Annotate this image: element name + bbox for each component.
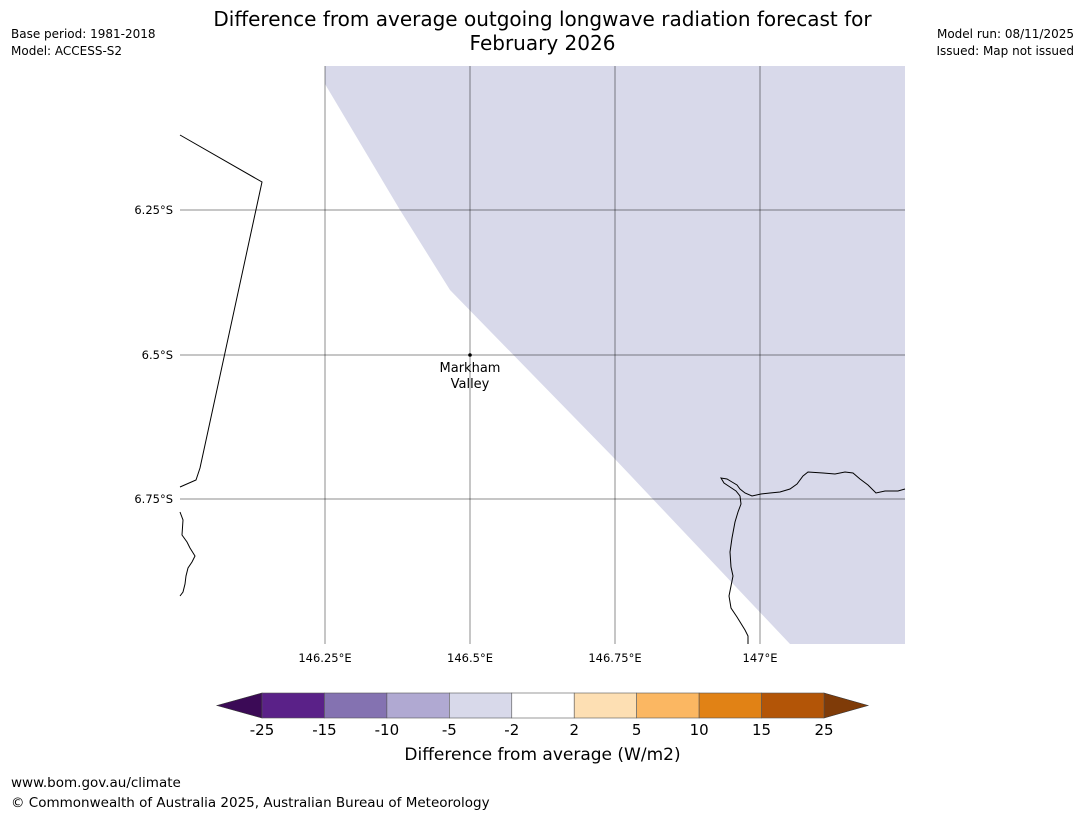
border-line	[179, 134, 263, 488]
colorbar-swatch	[511, 692, 575, 719]
colorbar-extend-low	[215, 692, 263, 719]
header-meta-left: Base period: 1981-2018 Model: ACCESS-S2	[11, 26, 156, 60]
colorbar-swatch	[636, 692, 700, 719]
graticule	[180, 66, 905, 644]
colorbar-label: Difference from average (W/m2)	[404, 745, 681, 765]
coastlines	[179, 134, 906, 644]
coast-southeast	[720, 471, 906, 644]
base-period-text: Base period: 1981-2018	[11, 27, 156, 41]
coast-southwest	[179, 511, 196, 597]
colorbar-tick-label: 10	[690, 721, 709, 739]
lat-label: 6.75°S	[134, 492, 173, 506]
colorbar-swatch	[449, 692, 513, 719]
colorbar-tick-label: 5	[632, 721, 642, 739]
footer-url: www.bom.gov.au/climate	[11, 775, 181, 791]
map-title: Difference from average outgoing longwav…	[0, 7, 1085, 55]
header-meta-right: Model run: 08/11/2025 Issued: Map not is…	[936, 26, 1074, 60]
colorbar-tick-label: 15	[752, 721, 771, 739]
lon-label: 147°E	[743, 651, 778, 665]
model-run-text: Model run: 08/11/2025	[936, 27, 1074, 41]
colorbar-extend-high	[823, 692, 870, 719]
anomaly-region	[180, 66, 905, 644]
place-name-line-2: Valley	[451, 377, 490, 392]
colorbar-tick-label: -10	[375, 721, 400, 739]
colorbar-tick-label: -2	[504, 721, 519, 739]
footer-copyright: © Commonwealth of Australia 2025, Austra…	[11, 795, 490, 811]
place-marker	[468, 353, 472, 357]
colorbar-tick-label: -25	[250, 721, 275, 739]
place-name-line-1: Markham	[440, 361, 501, 376]
model-text: Model: ACCESS-S2	[11, 44, 123, 58]
longitude-labels: 146.25°E 146.5°E 146.75°E 147°E	[298, 651, 777, 665]
no-anomaly-wedge	[180, 66, 325, 86]
colorbar-swatch	[698, 692, 762, 719]
colorbar-swatch	[261, 692, 325, 719]
colorbar: -25 -15 -10 -5 -2 2 5 10 15 25	[215, 692, 870, 739]
issued-text: Issued: Map not issued	[936, 44, 1074, 58]
colorbar-swatch	[324, 692, 388, 719]
colorbar-tick-label: 2	[569, 721, 579, 739]
colorbar-tick-label: -5	[442, 721, 457, 739]
lon-label: 146.75°E	[588, 651, 641, 665]
title-line-1: Difference from average outgoing longwav…	[213, 7, 872, 31]
lat-label: 6.5°S	[142, 348, 173, 362]
colorbar-tick-label: -15	[312, 721, 337, 739]
lon-label: 146.25°E	[298, 651, 351, 665]
title-line-2: February 2026	[469, 31, 616, 55]
lat-label: 6.25°S	[134, 203, 173, 217]
colorbar-tick-label: 25	[814, 721, 833, 739]
colorbar-swatch	[573, 692, 637, 719]
colorbar-swatch	[386, 692, 450, 719]
colorbar-swatch	[761, 692, 825, 719]
latitude-labels: 6.25°S 6.5°S 6.75°S	[134, 203, 173, 506]
lon-label: 146.5°E	[447, 651, 493, 665]
